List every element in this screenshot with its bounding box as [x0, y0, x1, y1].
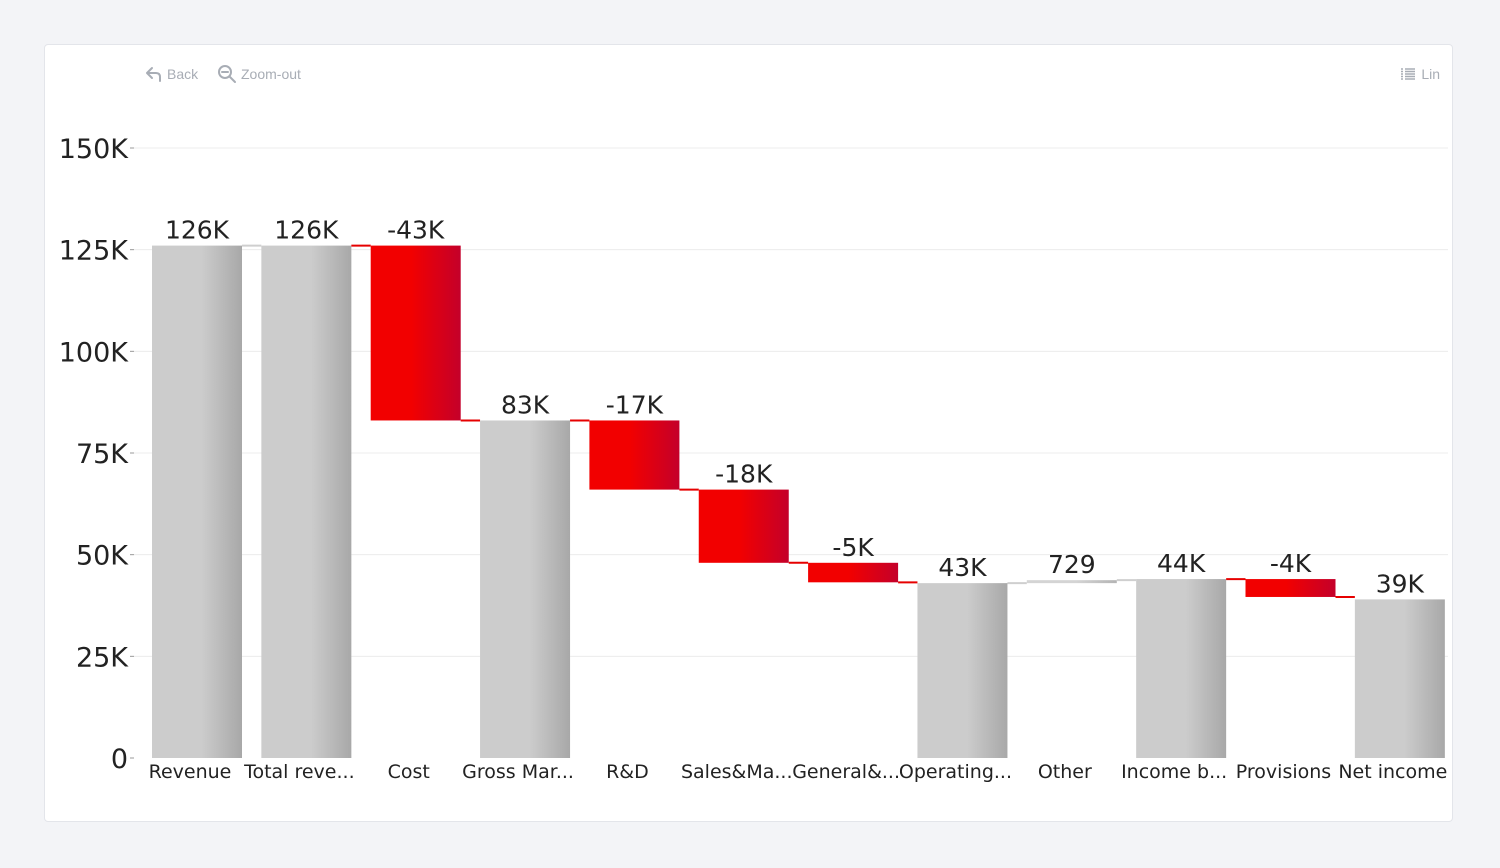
x-tick-label: Revenue — [149, 761, 232, 783]
bar-0[interactable] — [152, 245, 242, 759]
x-tick-label: Income b... — [1121, 761, 1227, 783]
x-tick-label: Net income — [1338, 761, 1447, 783]
scale-toggle-button[interactable]: Lin — [1399, 63, 1440, 85]
data-label-7: 43K — [938, 553, 987, 582]
data-label-10: -4K — [1270, 549, 1312, 578]
back-arrow-icon — [145, 65, 163, 83]
x-tick-label: R&D — [606, 761, 649, 783]
x-tick-label: Sales&Ma... — [681, 761, 793, 783]
bar-2[interactable] — [370, 245, 461, 421]
back-label: Back — [167, 66, 199, 82]
bar-3[interactable] — [480, 420, 571, 758]
data-label-11: 39K — [1376, 569, 1425, 598]
y-tick-label: 150K — [59, 134, 130, 165]
bar-5[interactable] — [698, 489, 789, 563]
data-label-3: 83K — [501, 390, 550, 419]
data-label-4: -17K — [606, 390, 664, 419]
x-tick-label: Cost — [388, 761, 430, 783]
gridlines — [134, 147, 1448, 657]
y-axis: 0 25K 50K 75K 100K 125K 150K — [59, 134, 134, 775]
data-label-6: -5K — [832, 533, 874, 562]
y-tick-label: 100K — [59, 337, 130, 368]
data-label-8: 729 — [1048, 550, 1096, 579]
data-label-5: -18K — [715, 460, 773, 489]
bar-11[interactable] — [1354, 599, 1445, 758]
x-tick-label: Provisions — [1236, 761, 1331, 783]
data-label-2: -43K — [387, 216, 445, 245]
data-labels: 126K 126K -43K 83K -17K -18K -5K 43K 729 44K -4K 39… — [165, 216, 1425, 599]
scale-label: Lin — [1421, 66, 1440, 82]
x-tick-label: Other — [1038, 761, 1092, 783]
bars — [152, 244, 1445, 759]
zoom-out-button[interactable]: Zoom-out — [217, 63, 301, 85]
back-button[interactable]: Back — [145, 63, 198, 85]
y-tick-label: 50K — [76, 541, 129, 572]
bar-4[interactable] — [589, 420, 680, 490]
data-label-9: 44K — [1157, 549, 1206, 578]
bar-8[interactable] — [1026, 580, 1117, 584]
y-tick-label: 25K — [76, 642, 129, 673]
y-tick-label: 75K — [76, 439, 129, 470]
bar-1[interactable] — [261, 245, 352, 759]
y-tick-label: 0 — [111, 744, 128, 775]
data-label-1: 126K — [274, 216, 339, 245]
zoom-out-label: Zoom-out — [241, 66, 301, 82]
bar-10[interactable] — [1245, 579, 1336, 597]
bar-7[interactable] — [917, 583, 1008, 758]
bar-6[interactable] — [808, 562, 899, 583]
y-tick-label: 125K — [59, 236, 130, 267]
x-tick-label: Total reve... — [243, 761, 355, 783]
zoom-out-icon — [217, 64, 237, 84]
x-axis: Revenue Total reve... Cost Gross Mar... R&D S… — [149, 761, 1448, 783]
list-icon — [1399, 65, 1417, 83]
bar-9[interactable] — [1136, 579, 1227, 758]
x-tick-label: General&... — [792, 761, 900, 783]
x-tick-label: Operating... — [899, 761, 1012, 783]
x-tick-label: Gross Mar... — [462, 761, 574, 783]
data-label-0: 126K — [165, 216, 230, 245]
